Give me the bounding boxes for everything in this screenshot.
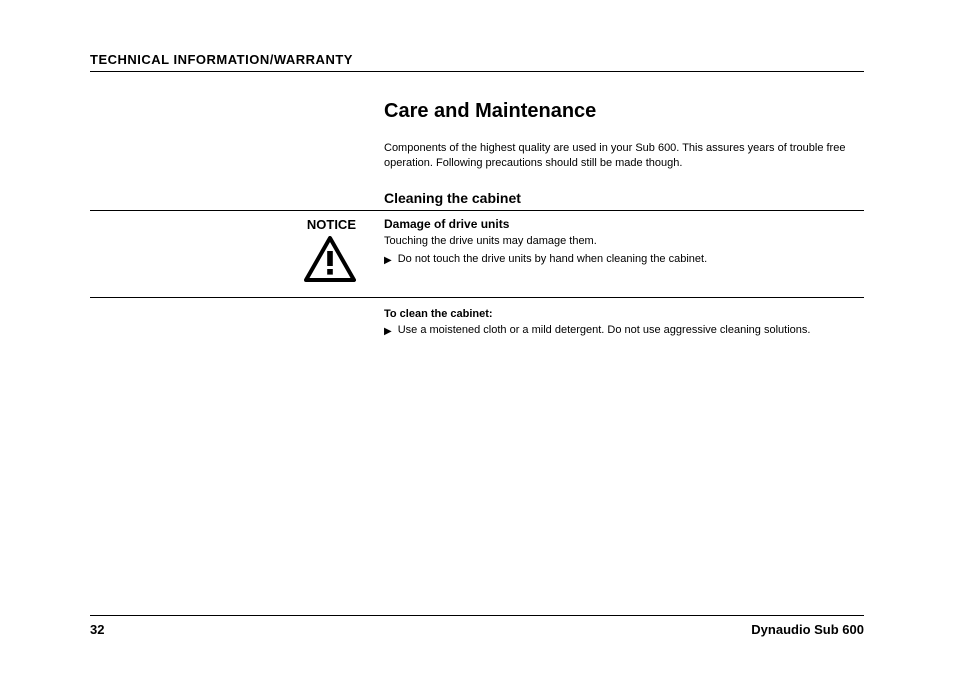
cleaning-lead: To clean the cabinet: [384,308,864,320]
triangle-bullet-icon: ▶ [384,253,392,268]
content-area: Care and Maintenance Components of the h… [90,100,864,210]
notice-body-text: Touching the drive units may damage them… [384,235,864,247]
page-footer: 32 Dynaudio Sub 600 [90,615,864,637]
notice-heading: Damage of drive units [384,217,864,231]
notice-label-column: NOTICE [90,217,384,287]
main-column: Care and Maintenance Components of the h… [384,100,864,210]
document-page: TECHNICAL INFORMATION/WARRANTY Care and … [0,0,954,685]
intro-paragraph: Components of the highest quality are us… [384,141,864,172]
triangle-bullet-icon: ▶ [384,324,392,339]
notice-block: NOTICE Damage of drive units Touching th… [90,210,864,298]
product-name: Dynaudio Sub 600 [751,622,864,637]
notice-bullet-text: Do not touch the drive units by hand whe… [398,253,707,265]
left-spacer [90,308,384,339]
left-margin-column [90,100,384,210]
cleaning-bullet-text: Use a moistened cloth or a mild detergen… [398,324,811,336]
section-header: TECHNICAL INFORMATION/WARRANTY [90,52,864,72]
notice-bullet-row: ▶ Do not touch the drive units by hand w… [384,253,864,268]
page-title: Care and Maintenance [384,100,864,123]
cleaning-instructions: To clean the cabinet: ▶ Use a moistened … [90,308,864,339]
page-number: 32 [90,622,104,637]
notice-label: NOTICE [90,217,356,232]
cleaning-bullet-row: ▶ Use a moistened cloth or a mild deterg… [384,324,864,339]
cleaning-content: To clean the cabinet: ▶ Use a moistened … [384,308,864,339]
warning-icon [304,236,356,287]
notice-content: Damage of drive units Touching the drive… [384,217,864,287]
subheading: Cleaning the cabinet [384,190,864,206]
